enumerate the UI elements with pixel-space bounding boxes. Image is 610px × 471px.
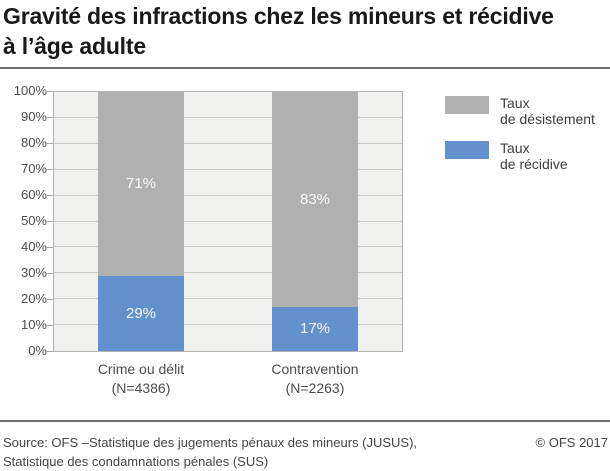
y-axis-label: 40% [20, 239, 47, 254]
legend-swatch-2 [445, 141, 489, 159]
gridline [54, 324, 402, 326]
category-name: Crime ou délit [97, 361, 185, 377]
bar-segment-taux-de-récidive: 17% [272, 306, 358, 351]
x-axis-label: Crime ou délit (N=4386) [54, 360, 228, 398]
bar-2: 83% 17% [272, 92, 358, 351]
y-axis-tick [46, 325, 54, 326]
category-name: Contravention [271, 361, 359, 377]
footer-divider [0, 420, 610, 422]
gridline [54, 246, 402, 248]
header-divider [0, 67, 610, 69]
source-note-line1: Source: OFS –Statistique des jugements p… [3, 435, 418, 450]
chart-title: Gravité des infractions chez les mineurs… [3, 1, 607, 61]
bar-segment-taux-de-désistement: 83% [272, 92, 358, 307]
legend-label-line1: Taux [500, 95, 530, 111]
x-axis-label: Contravention (N=2263) [228, 360, 402, 398]
chart-title-line1: Gravité des infractions chez les mineurs… [3, 3, 554, 29]
legend-label-1: Taux de désistement [500, 95, 610, 127]
y-axis-tick [46, 195, 54, 196]
source-note: Source: OFS –Statistique des jugements p… [3, 433, 473, 471]
bar-1: 71% 29% [98, 92, 184, 351]
y-axis-tick [46, 143, 54, 144]
y-axis-tick [46, 117, 54, 118]
chart-title-line2: à l’âge adulte [3, 33, 146, 59]
y-axis-label: 70% [20, 161, 47, 176]
copyright-note: © OFS 2017 [535, 435, 608, 450]
y-axis-tick [46, 169, 54, 170]
legend-label-line2: de désistement [500, 111, 595, 127]
bar-segment-taux-de-désistement: 71% [98, 92, 184, 276]
y-axis-label: 10% [20, 317, 47, 332]
y-axis-tick [46, 351, 54, 352]
y-axis-tick [46, 247, 54, 248]
gridline [54, 116, 402, 118]
y-axis-label: 100% [13, 83, 47, 98]
gridline [54, 220, 402, 222]
category-count: (N=2263) [285, 380, 345, 396]
plot-area: 71% 29% 83% 17% [53, 91, 403, 352]
y-axis-label: 30% [20, 265, 47, 280]
bar-value-label: 17% [299, 320, 331, 338]
source-note-line2: Statistique des condamnations pénales (S… [3, 454, 269, 469]
y-axis-label: 0% [28, 343, 47, 358]
y-axis-tick [46, 273, 54, 274]
legend-label-line1: Taux [500, 140, 530, 156]
bar-value-label: 29% [125, 304, 157, 322]
y-axis-tick [46, 299, 54, 300]
legend-swatch-1 [445, 96, 489, 114]
gridline [54, 298, 402, 300]
y-axis-label: 80% [20, 135, 47, 150]
legend-label-line2: de récidive [500, 156, 568, 172]
gridline [54, 142, 402, 144]
legend-label-2: Taux de récidive [500, 140, 610, 172]
bar-value-label: 83% [299, 190, 331, 208]
bar-segment-taux-de-récidive: 29% [98, 275, 184, 351]
bar-value-label: 71% [125, 175, 157, 193]
y-axis-label: 90% [20, 109, 47, 124]
y-axis-label: 60% [20, 187, 47, 202]
gridline [54, 168, 402, 170]
category-count: (N=4386) [111, 380, 171, 396]
y-axis-tick [46, 221, 54, 222]
gridline [54, 194, 402, 196]
gridline [54, 272, 402, 274]
y-axis-label: 20% [20, 291, 47, 306]
y-axis-tick [46, 91, 54, 92]
y-axis-label: 50% [20, 213, 47, 228]
